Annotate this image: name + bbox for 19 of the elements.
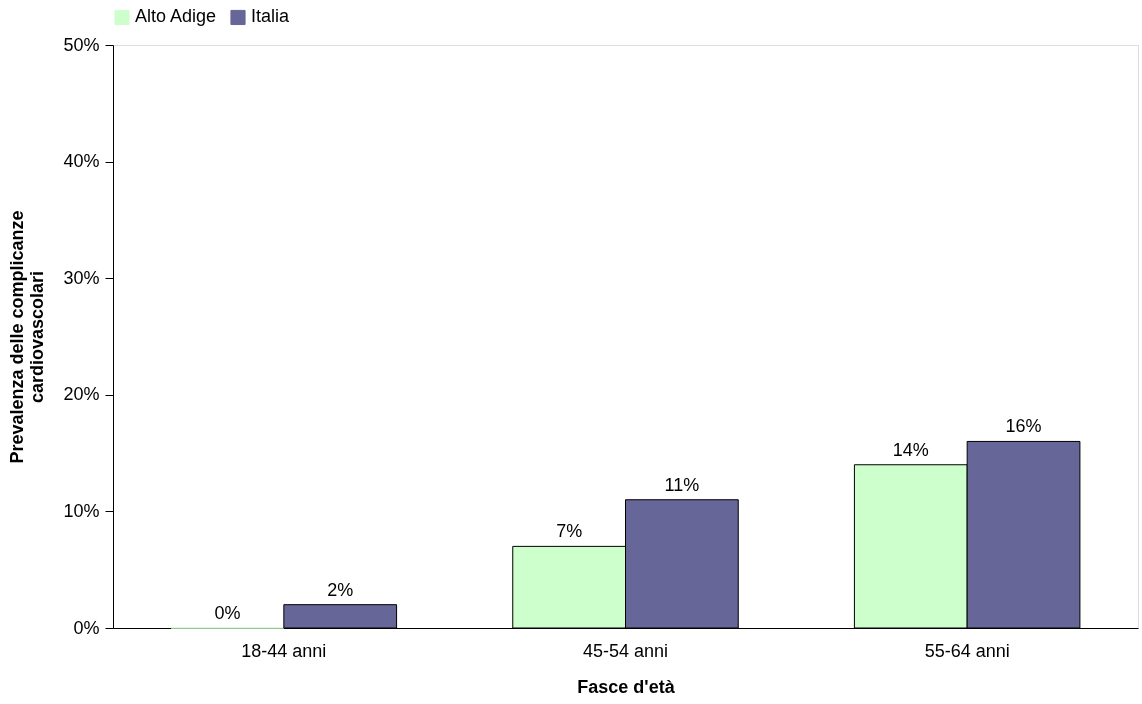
y-tick-label: 40% [63, 151, 100, 172]
y-axis-title: Prevalenza delle complicanze cardiovascolari [7, 210, 48, 464]
x-tick-label: 45-54 anni [582, 640, 669, 661]
legend-label: Alto Adige [135, 6, 217, 27]
data-label: 11% [664, 474, 700, 495]
data-label: 14% [892, 439, 929, 460]
y-tick-label: 50% [63, 34, 100, 55]
y-tick-label: 10% [63, 500, 100, 521]
data-label: 0% [214, 603, 241, 623]
y-tick-label: 30% [63, 267, 100, 288]
legend-label: Italia [251, 6, 291, 27]
data-label: 7% [556, 521, 583, 542]
y-tick-label: 0% [73, 617, 100, 638]
x-tick-label: 55-64 anni [924, 640, 1010, 661]
y-tick-label: 20% [63, 384, 100, 405]
data-label: 16% [1005, 416, 1042, 437]
x-axis-title: Fasce d'età [577, 676, 676, 697]
x-tick-label: 18-44 anni [241, 640, 327, 661]
data-label: 2% [327, 579, 354, 600]
